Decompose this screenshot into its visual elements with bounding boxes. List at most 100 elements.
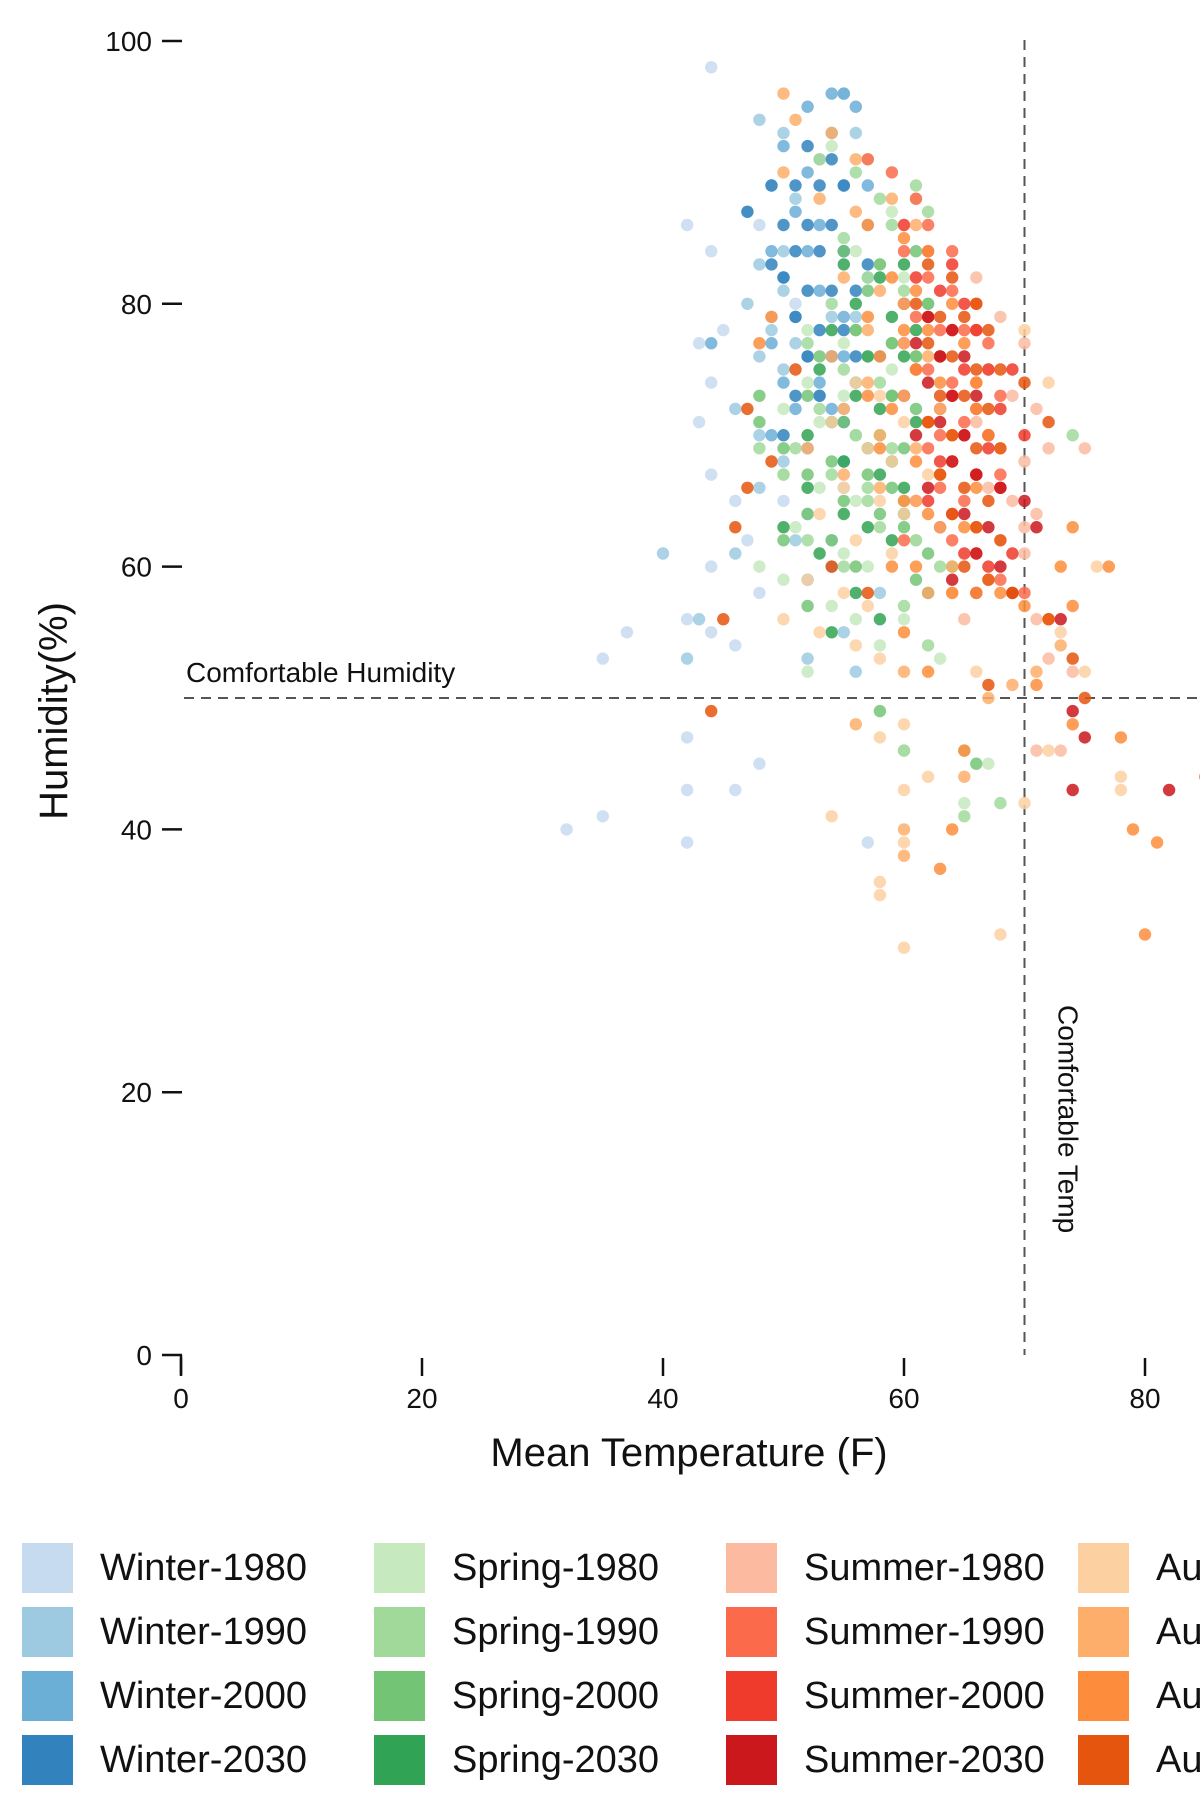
data-point bbox=[680, 652, 694, 665]
data-point bbox=[885, 389, 899, 402]
data-point bbox=[921, 415, 935, 429]
data-point bbox=[897, 389, 911, 402]
data-point bbox=[741, 534, 754, 547]
data-point bbox=[837, 271, 850, 284]
legend-item: Autumn-2030 bbox=[1078, 1735, 1200, 1785]
data-point bbox=[1138, 928, 1152, 941]
data-point bbox=[1042, 613, 1055, 626]
data-point bbox=[1150, 836, 1164, 849]
data-point bbox=[849, 245, 862, 258]
data-point bbox=[705, 376, 718, 389]
data-point bbox=[861, 284, 874, 297]
data-point bbox=[970, 363, 983, 376]
data-point bbox=[946, 560, 959, 573]
data-point bbox=[813, 179, 826, 192]
data-point bbox=[885, 271, 899, 284]
legend-item: Autumn-1980 bbox=[1078, 1543, 1200, 1593]
data-point bbox=[801, 337, 814, 350]
legend-swatch bbox=[1078, 1671, 1129, 1721]
data-point bbox=[921, 494, 935, 508]
data-point bbox=[741, 297, 754, 310]
data-point bbox=[946, 245, 959, 258]
legend: Winter-1980 Winter-1990 Winter-2000 Winter-… bbox=[22, 1543, 1200, 1793]
legend-label: Summer-2030 bbox=[804, 1738, 1045, 1781]
data-point bbox=[921, 258, 935, 271]
data-point bbox=[849, 205, 862, 218]
data-point bbox=[813, 350, 826, 363]
x-axis-label: Mean Temperature (F) bbox=[490, 1431, 887, 1475]
legend-swatch bbox=[726, 1543, 777, 1593]
legend-item: Summer-1980 bbox=[726, 1543, 1078, 1593]
data-point bbox=[994, 468, 1007, 481]
data-point bbox=[982, 494, 995, 508]
data-point bbox=[861, 310, 874, 324]
data-point bbox=[885, 560, 899, 573]
data-point bbox=[825, 87, 838, 100]
data-point bbox=[1006, 586, 1019, 600]
data-point bbox=[789, 363, 802, 376]
data-point bbox=[813, 389, 826, 402]
data-point bbox=[1018, 521, 1031, 534]
data-point bbox=[1018, 337, 1031, 350]
data-point bbox=[813, 284, 826, 297]
legend-swatch bbox=[1078, 1543, 1129, 1593]
y-tick-label: 0 bbox=[136, 1340, 152, 1371]
data-point bbox=[885, 481, 899, 494]
data-point bbox=[946, 823, 959, 836]
data-point bbox=[861, 218, 874, 232]
data-point bbox=[1018, 494, 1031, 508]
data-point bbox=[958, 310, 971, 324]
data-point bbox=[1018, 455, 1031, 468]
data-point bbox=[777, 363, 790, 376]
data-point bbox=[946, 350, 959, 363]
data-point bbox=[801, 284, 814, 297]
data-point bbox=[813, 323, 826, 337]
data-point bbox=[873, 888, 887, 902]
data-point bbox=[765, 455, 778, 468]
data-point bbox=[801, 599, 814, 613]
data-point bbox=[765, 179, 778, 192]
y-tick-label: 40 bbox=[121, 814, 152, 845]
data-point bbox=[970, 547, 983, 560]
data-point bbox=[837, 389, 850, 402]
legend-label: Winter-1980 bbox=[100, 1546, 307, 1589]
data-point bbox=[1078, 691, 1092, 705]
legend-label: Spring-1980 bbox=[452, 1546, 660, 1589]
data-point bbox=[861, 560, 874, 573]
legend-swatch bbox=[22, 1671, 73, 1721]
data-point bbox=[933, 402, 947, 416]
data-point bbox=[897, 849, 911, 862]
data-point bbox=[1066, 429, 1079, 442]
legend-label: Spring-1990 bbox=[452, 1610, 660, 1653]
data-point bbox=[1066, 783, 1079, 797]
legend-swatch bbox=[374, 1543, 425, 1593]
data-point bbox=[897, 665, 911, 678]
data-point bbox=[982, 402, 995, 416]
data-point bbox=[825, 218, 838, 232]
data-point bbox=[753, 218, 766, 232]
data-point bbox=[1030, 744, 1043, 757]
data-point bbox=[982, 521, 995, 534]
data-point bbox=[994, 402, 1007, 416]
series-spring-1980 bbox=[753, 139, 995, 810]
data-point bbox=[1042, 376, 1055, 389]
data-point bbox=[958, 494, 971, 508]
data-point bbox=[1114, 770, 1128, 783]
data-point bbox=[849, 429, 862, 442]
data-point bbox=[958, 521, 971, 534]
legend-label: Winter-1990 bbox=[100, 1610, 307, 1653]
data-point bbox=[1042, 652, 1055, 665]
data-point bbox=[897, 297, 911, 310]
data-point bbox=[596, 652, 609, 665]
series-autumn-2030 bbox=[705, 258, 1092, 718]
data-point bbox=[946, 573, 959, 586]
data-point bbox=[909, 245, 923, 258]
legend-swatch bbox=[22, 1735, 73, 1785]
data-point bbox=[837, 468, 850, 481]
data-point bbox=[717, 613, 730, 626]
data-point bbox=[994, 560, 1007, 573]
data-point bbox=[861, 468, 874, 481]
data-point bbox=[849, 494, 862, 508]
data-point bbox=[946, 455, 959, 468]
data-point bbox=[1006, 547, 1019, 560]
